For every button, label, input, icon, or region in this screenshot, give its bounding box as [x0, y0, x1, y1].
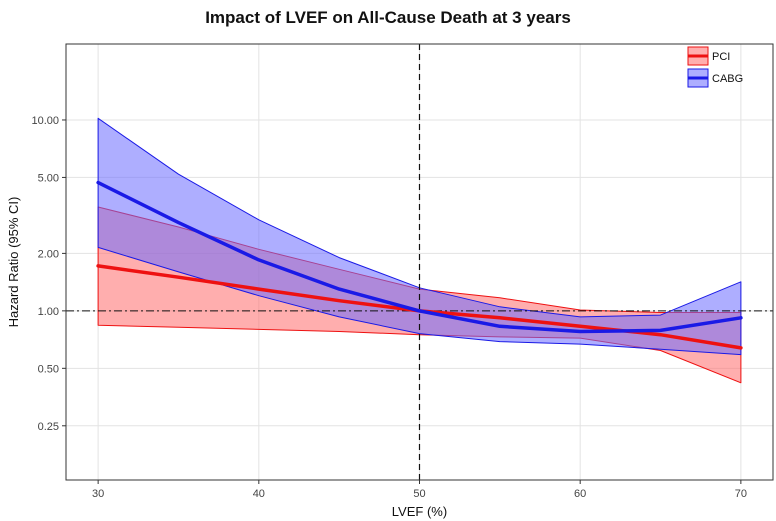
legend: PCI CABG [687, 46, 743, 88]
y-tick-label: 5.00 [38, 172, 59, 184]
x-axis-title: LVEF (%) [392, 504, 447, 519]
x-tick-label: 50 [413, 488, 425, 500]
x-tick-label: 40 [253, 488, 265, 500]
x-tick-label: 30 [92, 488, 104, 500]
y-ticks: 0.25 0.50 1.00 2.00 5.00 10.00 [31, 115, 66, 433]
y-tick-label: 10.00 [31, 115, 59, 127]
x-ticks: 30 40 50 60 70 [92, 480, 747, 500]
y-tick-label: 2.00 [38, 248, 59, 260]
y-tick-label: 0.25 [38, 421, 59, 433]
ci-band-cabg [97, 117, 742, 356]
legend-label-pci: PCI [712, 51, 730, 63]
line-cabg [96, 180, 743, 334]
x-tick-label: 70 [735, 488, 747, 500]
y-tick-label: 0.50 [38, 363, 59, 375]
y-tick-label: 1.00 [38, 306, 59, 318]
line-layer [96, 180, 743, 350]
y-axis-title: Hazard Ratio (95% CI) [6, 197, 21, 328]
x-tick-label: 60 [574, 488, 586, 500]
legend-label-cabg: CABG [712, 73, 743, 85]
chart-title: Impact of LVEF on All-Cause Death at 3 y… [205, 8, 571, 27]
